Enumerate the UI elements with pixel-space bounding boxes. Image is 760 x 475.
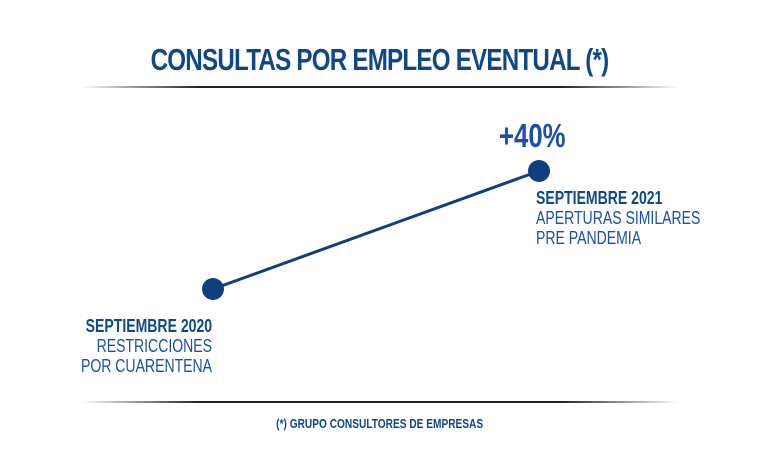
point-description: APERTURAS SIMILARES [536,208,701,228]
point-label-2021: SEPTIEMBRE 2021 APERTURAS SIMILARES PRE … [536,188,747,248]
data-point-2020 [202,278,224,300]
change-label-text: +40% [499,117,566,154]
bottom-divider [80,401,680,403]
point-description: RESTRICCIONES [96,336,212,356]
top-divider [80,86,680,88]
point-description: PRE PANDEMIA [536,228,642,248]
point-date: SEPTIEMBRE 2020 [85,316,212,336]
footnote-text: (*) GRUPO CONSULTORES DE EMPRESAS [276,416,484,431]
chart-title-text: CONSULTAS POR EMPLEO EVENTUAL (*) [151,42,610,77]
data-point-2021 [528,160,550,182]
chart-title: CONSULTAS POR EMPLEO EVENTUAL (*) [0,42,760,78]
series-line [212,169,540,291]
change-label: +40% [499,117,584,155]
point-date: SEPTIEMBRE 2021 [536,188,663,208]
point-label-2020: SEPTIEMBRE 2020 RESTRICCIONES POR CUAREN… [44,316,212,376]
point-description: POR CUARENTENA [80,356,212,376]
footnote: (*) GRUPO CONSULTORES DE EMPRESAS [0,416,760,431]
